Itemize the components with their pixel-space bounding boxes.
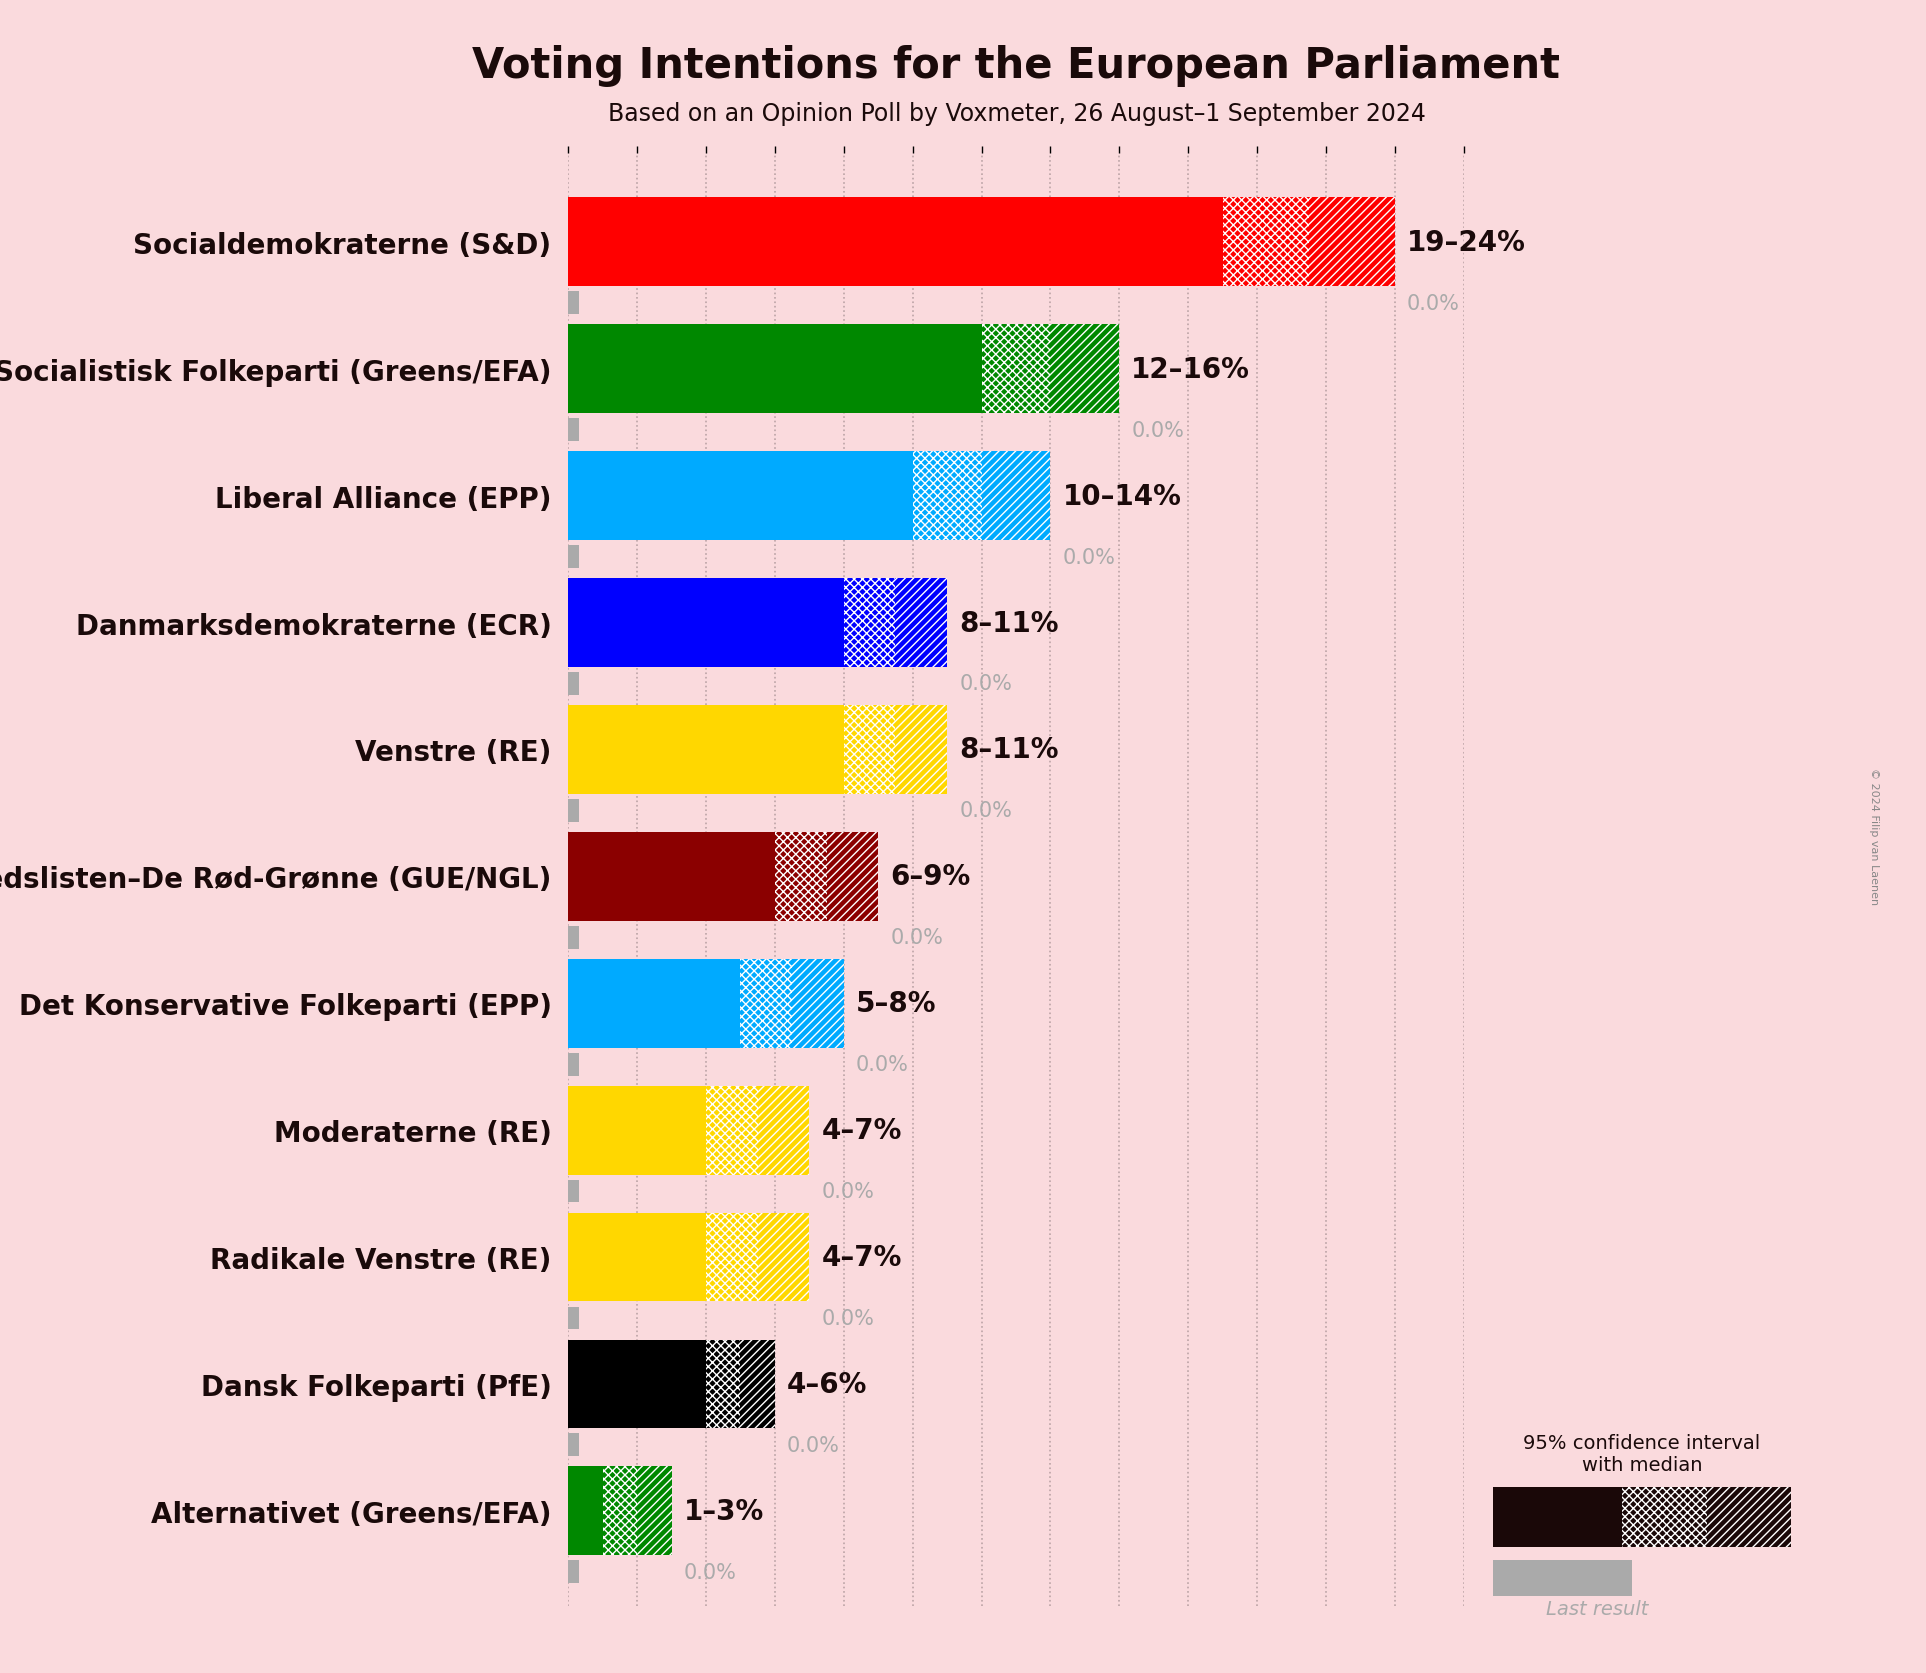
Bar	[1050, 325, 1119, 413]
Bar	[707, 1086, 757, 1174]
Text: 0.0%: 0.0%	[1063, 547, 1115, 567]
Bar	[1223, 199, 1310, 288]
Bar	[707, 1340, 740, 1429]
Bar	[707, 1213, 757, 1302]
Bar	[568, 452, 913, 540]
Text: 8–11%: 8–11%	[959, 609, 1059, 637]
Text: © 2024 Filip van Laenen: © 2024 Filip van Laenen	[1868, 768, 1880, 905]
Bar	[757, 1086, 809, 1174]
Bar	[568, 833, 774, 922]
Text: 0.0%: 0.0%	[1406, 293, 1460, 313]
Bar	[568, 1340, 707, 1429]
Text: 0.0%: 0.0%	[820, 1181, 874, 1201]
Bar	[740, 959, 792, 1047]
Text: 0.0%: 0.0%	[820, 1308, 874, 1328]
Bar	[1622, 1487, 1706, 1548]
Bar	[757, 1213, 809, 1302]
Bar	[568, 1561, 578, 1583]
Bar	[844, 706, 896, 795]
Text: 4–7%: 4–7%	[820, 1243, 901, 1271]
Text: 8–11%: 8–11%	[959, 736, 1059, 765]
Text: 0.0%: 0.0%	[890, 929, 944, 947]
Bar	[603, 1467, 638, 1556]
Bar	[568, 959, 740, 1047]
Text: 0.0%: 0.0%	[684, 1563, 736, 1583]
Bar	[1310, 199, 1394, 288]
Text: Based on an Opinion Poll by Voxmeter, 26 August–1 September 2024: Based on an Opinion Poll by Voxmeter, 26…	[609, 102, 1425, 125]
Text: 0.0%: 0.0%	[1131, 420, 1184, 440]
Bar	[568, 1467, 603, 1556]
Bar	[568, 1179, 578, 1203]
Bar	[740, 1340, 774, 1429]
Bar	[982, 325, 1050, 413]
Bar	[568, 1307, 578, 1330]
Bar	[913, 452, 982, 540]
Bar	[568, 673, 578, 696]
Text: 0.0%: 0.0%	[855, 1054, 909, 1074]
Bar	[896, 579, 948, 668]
Bar	[568, 1086, 707, 1174]
Bar	[568, 545, 578, 569]
Bar	[568, 1213, 707, 1302]
Bar	[568, 1052, 578, 1076]
Text: 6–9%: 6–9%	[890, 863, 971, 890]
Text: 0.0%: 0.0%	[959, 674, 1011, 694]
Bar	[568, 579, 844, 668]
Bar	[982, 452, 1050, 540]
Bar	[792, 959, 844, 1047]
Bar	[568, 706, 844, 795]
Bar	[1706, 1487, 1791, 1548]
Text: 95% confidence interval
with median: 95% confidence interval with median	[1523, 1434, 1760, 1474]
Bar	[826, 833, 878, 922]
Text: 12–16%: 12–16%	[1131, 356, 1250, 383]
Text: 4–6%: 4–6%	[788, 1370, 867, 1399]
Bar	[638, 1467, 672, 1556]
Bar	[568, 1434, 578, 1457]
Text: 5–8%: 5–8%	[855, 990, 936, 1017]
Bar	[568, 293, 578, 315]
Text: Last result: Last result	[1547, 1599, 1649, 1618]
Bar	[1493, 1561, 1631, 1596]
Bar	[568, 325, 982, 413]
Bar	[774, 833, 826, 922]
Bar	[844, 579, 896, 668]
Text: 19–24%: 19–24%	[1406, 229, 1525, 256]
Bar	[568, 800, 578, 823]
Text: 4–7%: 4–7%	[820, 1116, 901, 1144]
Bar	[568, 199, 1223, 288]
Text: 0.0%: 0.0%	[959, 801, 1011, 821]
Title: Voting Intentions for the European Parliament: Voting Intentions for the European Parli…	[472, 45, 1560, 87]
Text: 10–14%: 10–14%	[1063, 482, 1181, 510]
Bar	[896, 706, 948, 795]
Bar	[1493, 1487, 1622, 1548]
Text: 1–3%: 1–3%	[684, 1497, 765, 1526]
Bar	[568, 927, 578, 949]
Text: 0.0%: 0.0%	[788, 1435, 840, 1456]
Bar	[568, 418, 578, 442]
